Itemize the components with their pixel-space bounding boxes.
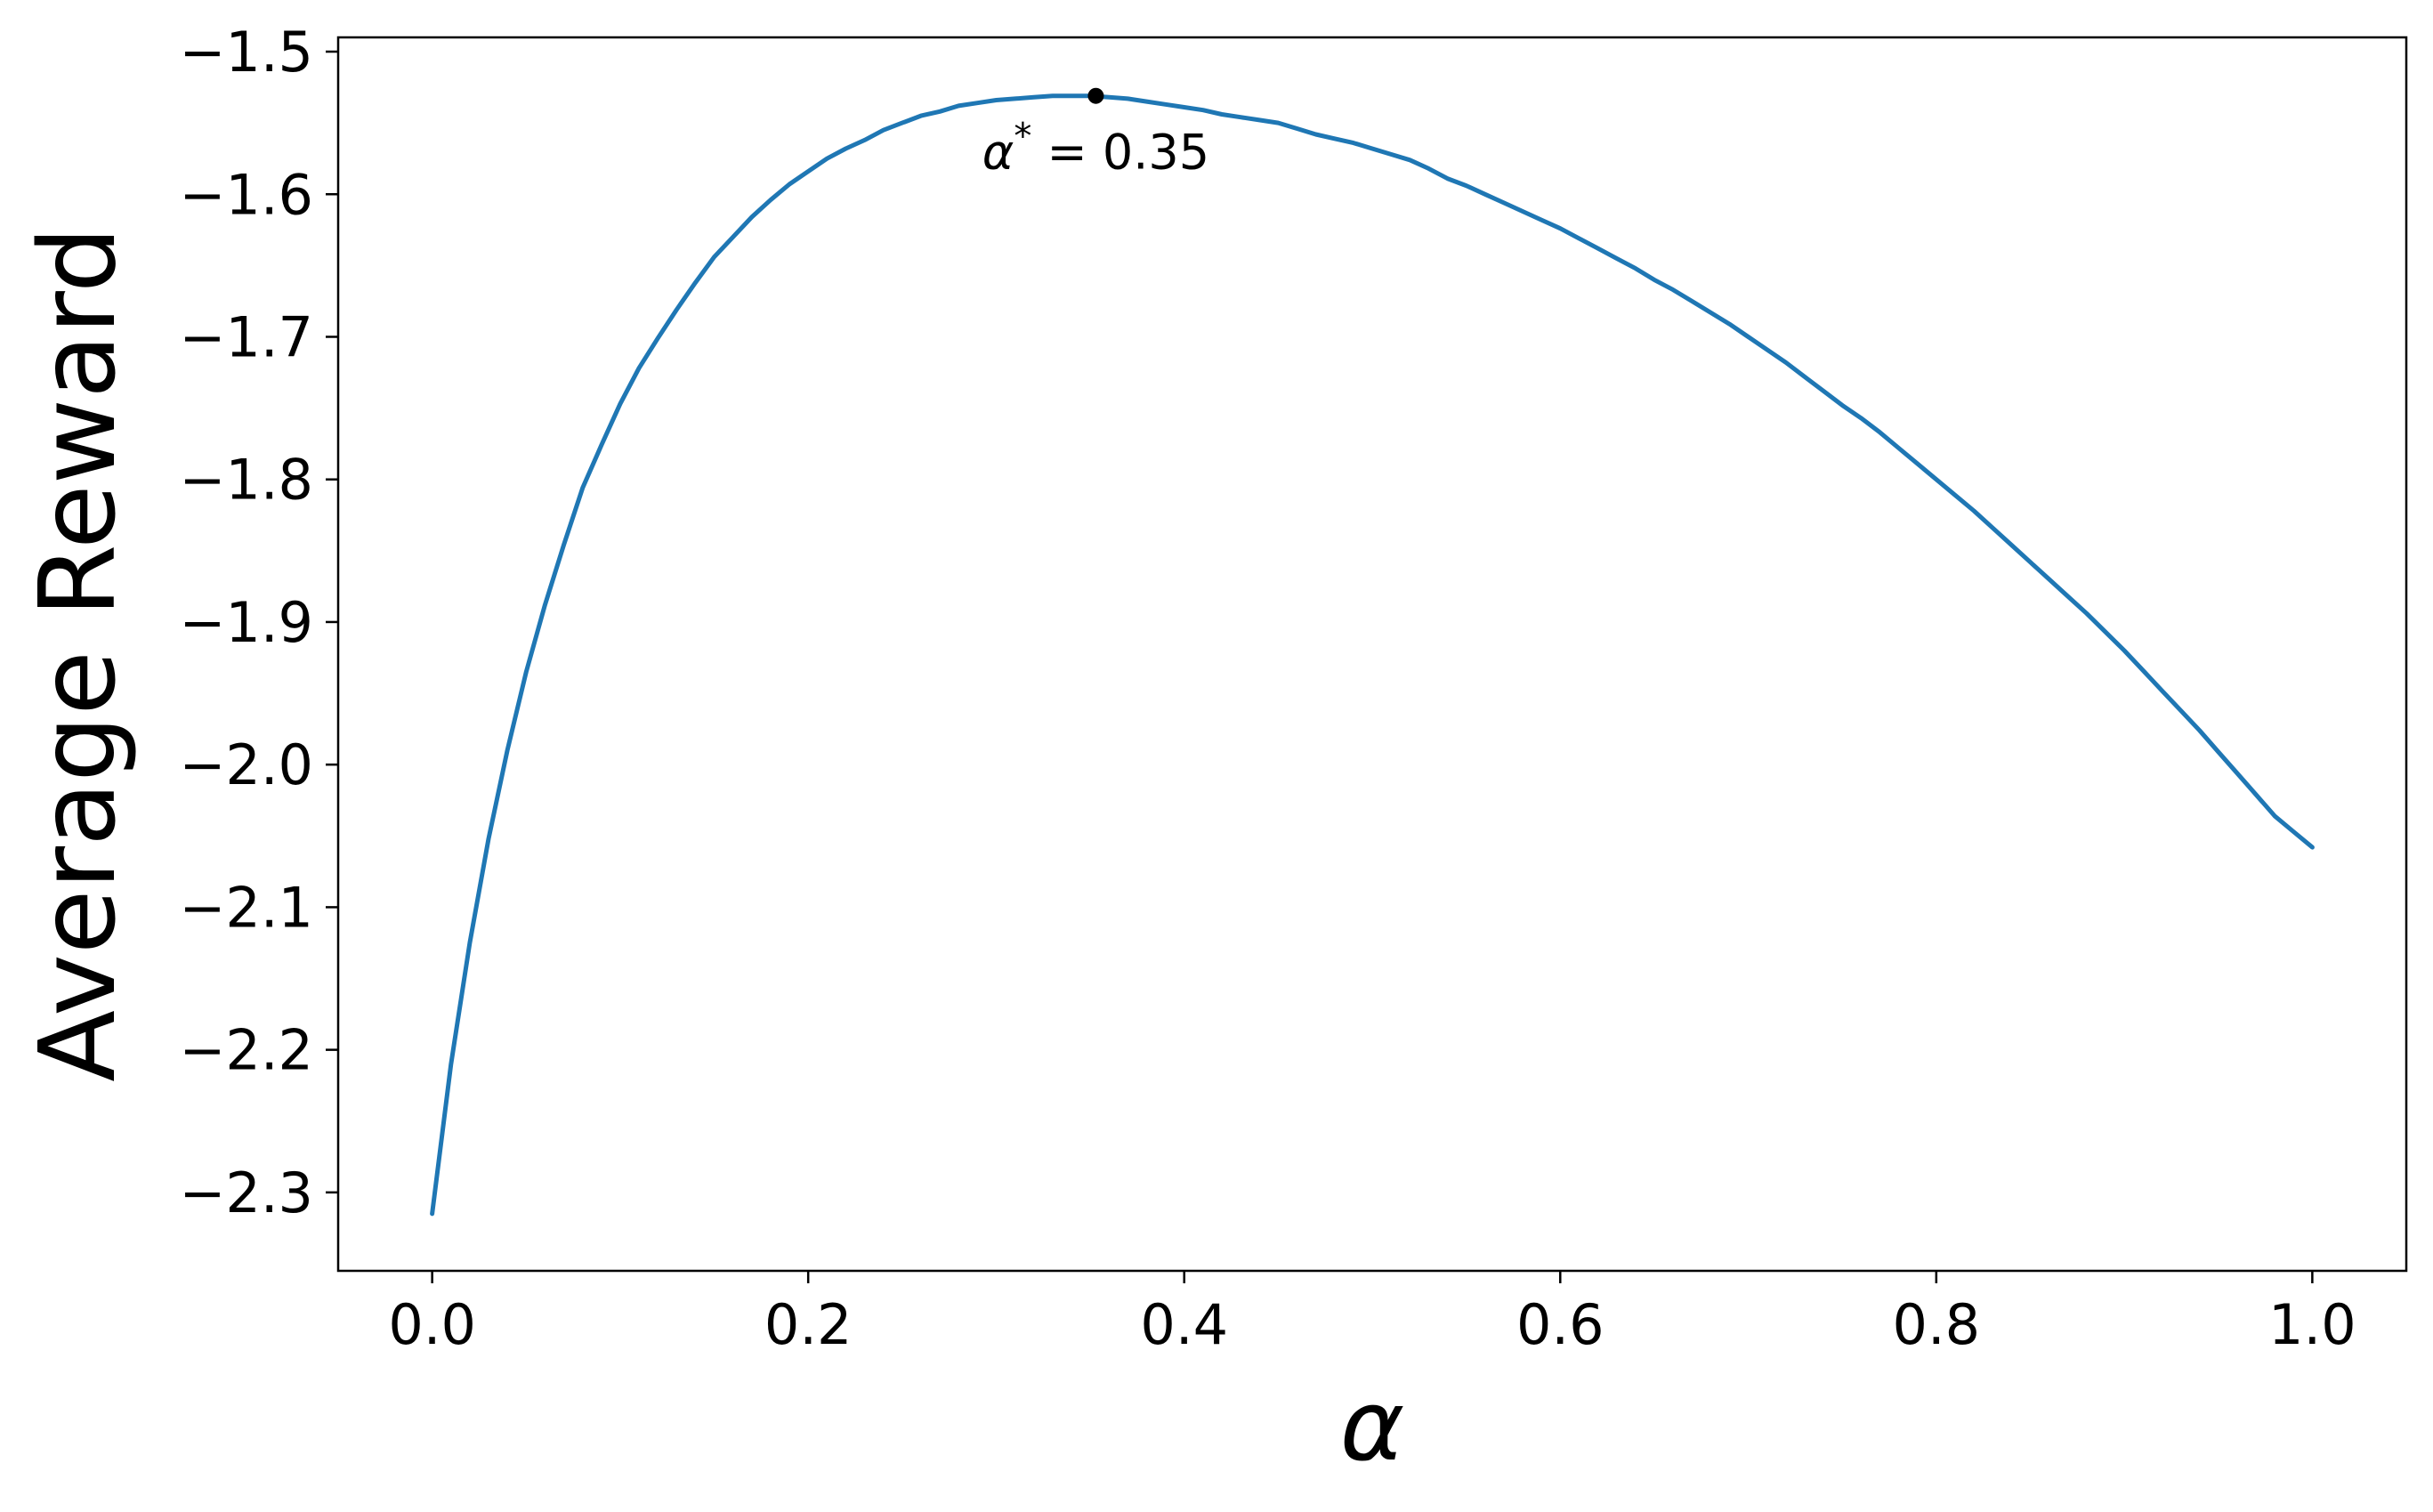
y-tick-label: −2.3 (179, 1160, 313, 1225)
x-tick-label: 0.6 (1516, 1292, 1604, 1357)
optimum-label-rest: = 0.35 (1031, 125, 1209, 181)
y-tick-label: −1.7 (179, 304, 313, 369)
y-axis-ticks: −1.5 −1.6 −1.7 −1.8 −1.9 −2.0 −2.1 −2.2 −2.3 (179, 20, 338, 1225)
y-tick-label: −1.6 (179, 162, 313, 227)
y-tick-label: −2.0 (179, 732, 313, 797)
optimum-label-sup: * (1014, 117, 1031, 158)
x-tick-label: 0.4 (1140, 1292, 1228, 1357)
optimum-label-symbol: α (982, 125, 1014, 181)
optimum-label: α* = 0.35 (982, 117, 1209, 181)
y-tick-label: −2.2 (179, 1018, 313, 1083)
x-tick-label: 0.8 (1893, 1292, 1981, 1357)
y-tick-label: −2.1 (179, 875, 313, 940)
x-axis-ticks: 0.0 0.2 0.4 0.6 0.8 1.0 (388, 1271, 2356, 1357)
y-tick-label: −1.8 (179, 448, 313, 513)
x-axis-label: α (1340, 1369, 1405, 1483)
plot-frame (336, 36, 2408, 1273)
y-tick-label: −1.9 (179, 590, 313, 655)
series-line (430, 93, 2315, 1217)
y-axis-label: Average Reward (16, 226, 139, 1082)
optimum-marker (1087, 87, 1104, 104)
x-tick-label: 0.2 (764, 1292, 853, 1357)
y-tick-label: −1.5 (179, 20, 313, 85)
x-tick-label: 1.0 (2268, 1292, 2356, 1357)
x-tick-label: 0.0 (388, 1292, 476, 1357)
